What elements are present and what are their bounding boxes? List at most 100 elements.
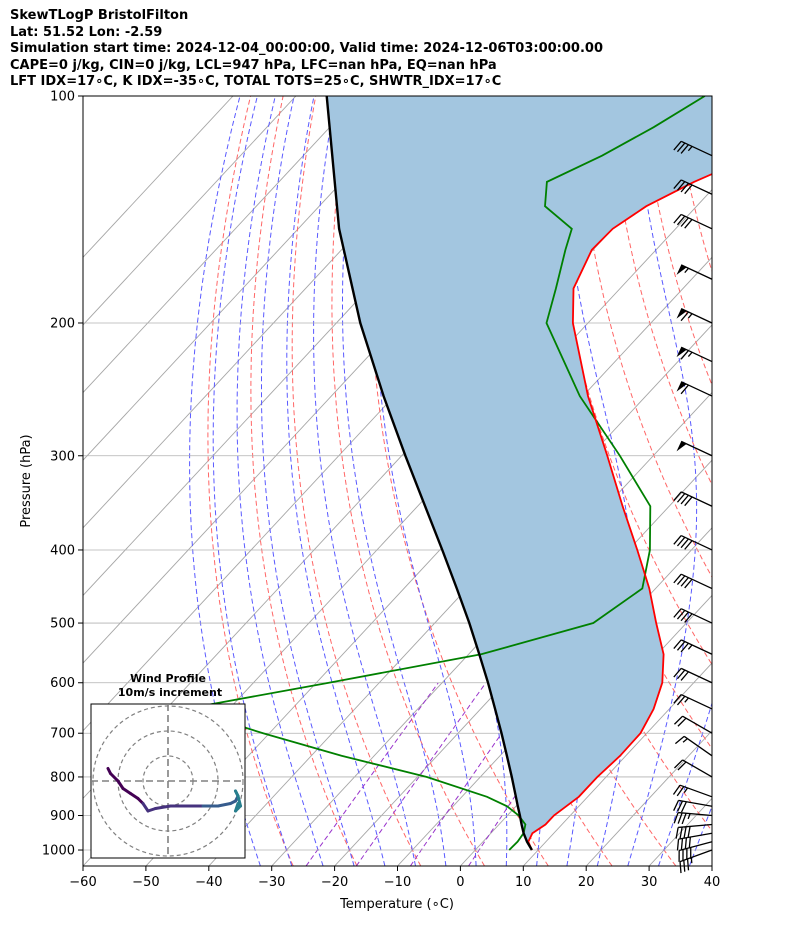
wind-barb — [673, 573, 713, 590]
wind-barb-full — [684, 219, 693, 229]
indices-line-1: CAPE=0 j/kg, CIN=0 j/kg, LCL=947 hPa, LF… — [10, 57, 497, 73]
wind-barb-full — [673, 608, 682, 618]
wind-barb-staff — [680, 264, 713, 280]
moist-adiabat-line — [212, 96, 293, 866]
wind-barb-half — [684, 267, 689, 274]
wind-barb-full — [676, 786, 685, 797]
moist-adiabat-line — [286, 96, 386, 866]
wind-barb-staff — [680, 535, 713, 551]
x-tick-label: 10 — [515, 875, 532, 890]
hodograph-trace-segment — [154, 804, 172, 810]
wind-barb — [673, 608, 713, 624]
wind-barb-full — [672, 784, 681, 795]
wind-barb — [673, 811, 713, 825]
wind-barb-full — [676, 536, 686, 547]
wind-barb — [673, 179, 713, 195]
wind-barb-full — [677, 761, 687, 771]
wind-barb — [676, 381, 713, 397]
wind-barb-full — [673, 639, 682, 650]
wind-barb — [679, 849, 713, 874]
y-tick-label: 200 — [50, 316, 75, 331]
isotherm-line — [585, 730, 712, 866]
wind-barb-staff — [678, 823, 713, 829]
x-tick-label: −60 — [69, 875, 96, 890]
wind-barb-half — [687, 351, 693, 358]
dry-adiabat-line — [331, 96, 485, 866]
wind-barb-full — [677, 717, 687, 727]
y-axis-label: Pressure (hPa) — [19, 434, 34, 527]
wind-barb-staff — [680, 440, 713, 457]
y-tick-label: 700 — [50, 727, 75, 742]
wind-barb-full — [673, 140, 682, 151]
wind-barb-full — [688, 836, 691, 849]
wind-barbs — [672, 140, 713, 874]
wind-barb-full — [673, 179, 682, 190]
wind-barb-staff — [680, 608, 713, 624]
wind-barb-full — [676, 575, 686, 585]
wind-barb-staff — [680, 667, 713, 684]
isotherm-line — [83, 96, 360, 394]
wind-barb-full — [680, 311, 689, 322]
hodograph-subtitle: 10m/s increment — [118, 686, 222, 699]
wind-barb-full — [680, 611, 689, 622]
moist-adiabat-line — [313, 96, 416, 866]
wind-barb-staff — [680, 140, 713, 157]
y-tick-label: 1000 — [42, 844, 75, 859]
wind-barb-full — [684, 184, 693, 195]
wind-barb-pennant — [676, 264, 687, 275]
wind-barb — [676, 832, 713, 851]
profile-lines — [184, 96, 712, 851]
y-tick-label: 100 — [50, 90, 75, 105]
wind-barb-full — [684, 613, 693, 623]
wind-barb-full — [679, 861, 682, 874]
time-line: Simulation start time: 2024-12-04_00:00:… — [10, 41, 603, 56]
wind-barb-staff — [678, 841, 713, 852]
wind-barb-full — [673, 694, 682, 704]
wind-barb-full — [687, 826, 691, 838]
wind-barb-full — [673, 800, 680, 811]
wind-barb — [673, 535, 713, 551]
hodograph-trace-segment — [116, 779, 125, 790]
wind-barb-pennant — [676, 308, 687, 319]
chart-header: SkewTLogP BristolFilton Lat: 51.52 Lon: … — [10, 8, 603, 91]
wind-barb-full — [684, 540, 693, 550]
wind-barb-half — [687, 313, 693, 319]
wind-barb — [675, 823, 713, 839]
wind-barb-full — [686, 858, 690, 871]
wind-barb-full — [677, 800, 684, 812]
wind-barb-full — [673, 667, 682, 678]
temperature-line — [527, 173, 712, 851]
wind-barb — [673, 491, 713, 507]
dry-adiabat-line — [477, 96, 712, 832]
dry-adiabat-line — [250, 96, 358, 866]
moist-adiabat-line — [342, 96, 447, 866]
wind-barb-full — [680, 577, 689, 587]
wind-barb-full — [680, 838, 684, 850]
moist-adiabat-line — [236, 96, 324, 866]
location-line: Lat: 51.52 Lon: -2.59 — [10, 24, 163, 40]
wind-barb-staff — [678, 799, 713, 807]
y-tick-label: 400 — [50, 543, 75, 558]
wind-barb-full — [673, 535, 682, 545]
x-tick-label: 40 — [704, 875, 721, 890]
dry-adiabat-line — [772, 96, 794, 866]
wind-barb-full — [676, 609, 686, 620]
wind-barb — [674, 735, 713, 757]
hodograph-trace-segment — [141, 802, 150, 813]
wind-barb-staff — [680, 491, 713, 507]
cin-fill-area — [326, 96, 712, 850]
wind-barb — [673, 667, 713, 684]
wind-barb-staff — [680, 308, 713, 324]
wind-barb-staff — [680, 179, 713, 195]
wind-barb — [676, 346, 713, 363]
wind-barb — [676, 264, 713, 280]
x-tick-label: −30 — [258, 875, 285, 890]
wind-barb-staff — [680, 381, 713, 397]
wind-barb-full — [673, 491, 682, 501]
wind-barb-staff — [678, 832, 713, 840]
y-axis: 1000 900 800 700 600 500 400 300 200 100 — [42, 90, 83, 859]
y-tick-label: 300 — [50, 449, 75, 464]
wind-barb — [678, 841, 713, 862]
wind-barb — [673, 140, 713, 157]
y-tick-label: 500 — [50, 617, 75, 632]
